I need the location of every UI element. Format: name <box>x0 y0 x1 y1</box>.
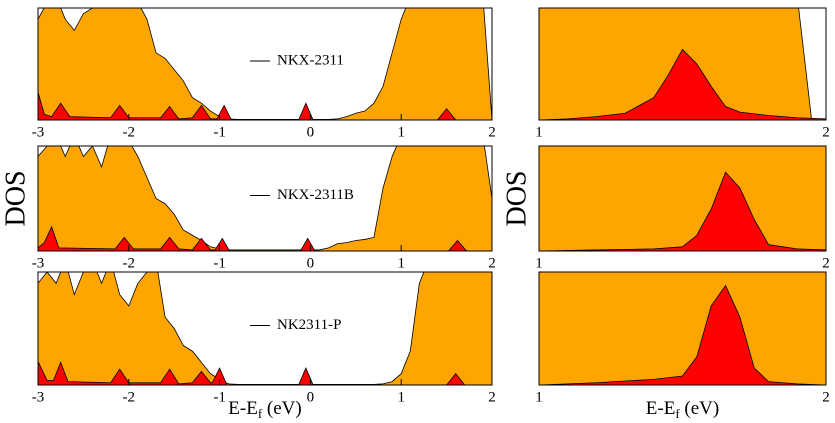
dos-area <box>38 146 492 251</box>
dos-area <box>539 171 826 251</box>
x-label-sub: f <box>258 406 263 421</box>
panel-frame <box>538 7 827 121</box>
dos-area <box>38 225 492 251</box>
x-tick-label: 0 <box>307 124 315 140</box>
x-label-main: E-E <box>228 398 258 419</box>
x-tick-label: -2 <box>123 255 136 271</box>
legend-label: NKX-2311B <box>277 187 354 203</box>
x-tick-label: 1 <box>397 124 405 140</box>
x-tick-label: -2 <box>123 124 136 140</box>
panel <box>38 8 492 120</box>
x-tick-label: -3 <box>32 255 45 271</box>
dos-area <box>38 91 492 120</box>
dos-area <box>539 272 826 385</box>
x-tick-label: 0 <box>307 255 315 271</box>
x-label-tail: (eV) <box>262 398 302 419</box>
dos-area <box>38 361 492 385</box>
x-axis-label: E-Ef (eV) <box>646 398 719 421</box>
x-tick-label: 2 <box>822 255 830 271</box>
panel <box>38 146 492 251</box>
legend-label: NK2311-P <box>277 317 341 333</box>
x-label-tail: (eV) <box>680 398 720 419</box>
panel <box>539 272 826 385</box>
x-tick-label: 2 <box>822 389 830 405</box>
panel <box>539 146 826 251</box>
x-tick-label: -1 <box>213 255 226 271</box>
dos-area <box>38 8 492 120</box>
x-tick-label: -2 <box>123 389 136 405</box>
panel <box>38 272 492 385</box>
dos-area <box>539 146 826 251</box>
panel <box>539 8 826 120</box>
x-label-main: E-E <box>646 398 676 419</box>
y-axis-label: DOS <box>501 170 532 226</box>
x-tick-label: 2 <box>488 389 496 405</box>
x-tick-label: -1 <box>213 124 226 140</box>
x-tick-label: 2 <box>488 124 496 140</box>
x-tick-label: 1 <box>397 389 405 405</box>
y-axis-label: DOS <box>0 170 31 226</box>
x-tick-label: 2 <box>488 255 496 271</box>
x-tick-label: -1 <box>213 389 226 405</box>
x-tick-label: -3 <box>32 389 45 405</box>
legend-label: NKX-2311 <box>277 52 344 68</box>
panel-frame <box>37 7 493 121</box>
x-label-sub: f <box>675 406 680 421</box>
x-tick-label: 0 <box>307 389 315 405</box>
x-tick-label: 1 <box>397 255 405 271</box>
x-tick-label: 2 <box>822 124 830 140</box>
panel-frame <box>37 271 493 386</box>
dos-area <box>38 272 492 385</box>
x-tick-label: 1 <box>535 255 543 271</box>
x-axis-label: E-Ef (eV) <box>228 398 301 421</box>
x-tick-label: 1 <box>535 389 543 405</box>
panel-frame <box>538 145 827 252</box>
x-tick-label: 1 <box>535 124 543 140</box>
panel-frame <box>538 271 827 386</box>
dos-area <box>539 48 826 120</box>
panel-frame <box>37 145 493 252</box>
x-tick-label: -3 <box>32 124 45 140</box>
dos-area <box>539 284 826 385</box>
